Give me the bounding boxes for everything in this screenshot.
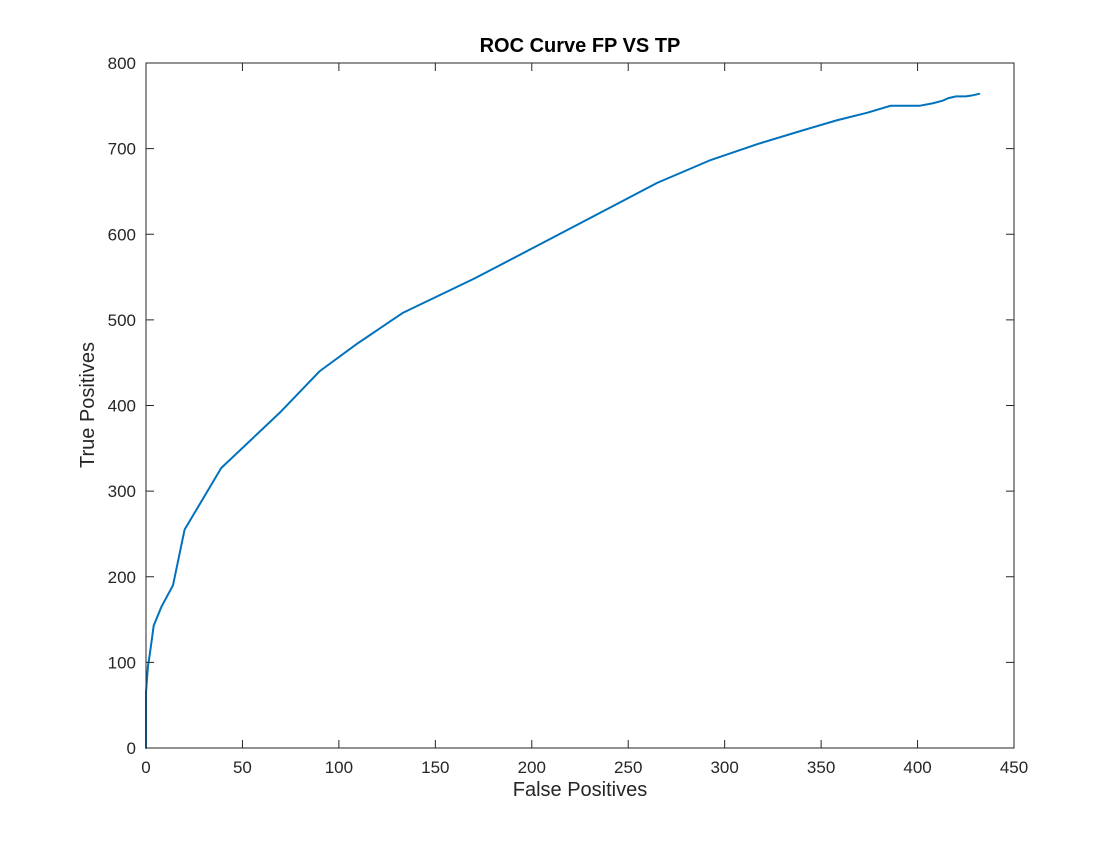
x-axis-label: False Positives [513,779,648,801]
y-tick-label: 500 [108,311,136,330]
series-layer [145,92,981,749]
axes-box [145,62,1015,749]
y-tick-label: 700 [108,140,136,159]
x-tick-label: 350 [807,758,835,777]
roc-series-line [145,92,981,749]
x-tick-label: 400 [903,758,931,777]
y-tick-label: 100 [108,653,136,672]
x-tick-label: 200 [518,758,546,777]
x-tick-label: 100 [325,758,353,777]
y-tick-label: 0 [127,739,136,758]
y-tick-label: 300 [108,482,136,501]
y-axis-label: True Positives [77,342,99,468]
x-tick-label: 150 [421,758,449,777]
plot-area [146,63,1014,748]
x-tick-label: 0 [141,758,150,777]
x-tick-label: 250 [614,758,642,777]
x-tick-label: 450 [1000,758,1028,777]
ticks-layer: 0 50 100 150 200 250 300 350 400 450 0 100 200 300 400… [108,54,1029,777]
y-tick-label: 600 [108,225,136,244]
y-tick-label: 800 [108,54,136,73]
x-tick-label: 300 [710,758,738,777]
y-tick-label: 400 [108,397,136,416]
x-tick-label: 50 [233,758,252,777]
y-tick-label: 200 [108,568,136,587]
chart-title: ROC Curve FP VS TP [480,35,681,57]
